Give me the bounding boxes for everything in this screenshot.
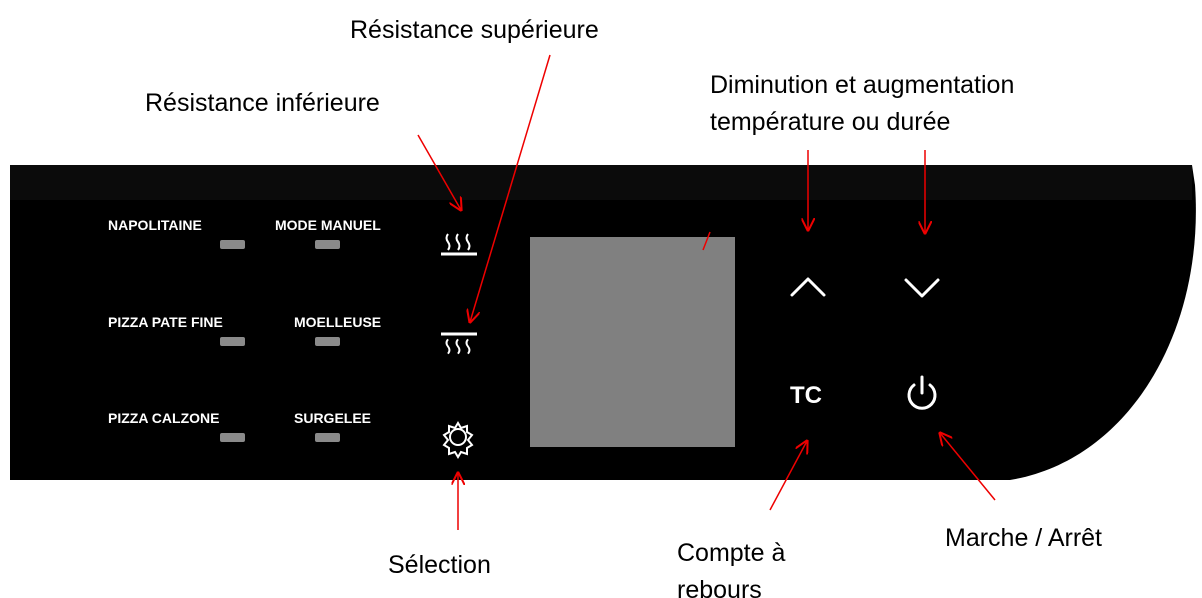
- mode-indicator: [220, 337, 245, 346]
- pointer-arrow: [769, 441, 807, 511]
- mode-indicator: [315, 240, 340, 249]
- upper-heater-icon[interactable]: [441, 332, 477, 355]
- top-strip: [10, 165, 1192, 200]
- display-screen: [530, 237, 735, 447]
- mode-grid: NAPOLITAINE MODE MANUEL PIZZA PATE FINE …: [108, 217, 381, 442]
- annotation: rebours: [677, 576, 762, 598]
- mode-label: MOELLEUSE: [294, 314, 381, 330]
- selection-icon[interactable]: [442, 421, 474, 459]
- mode-indicator: [220, 240, 245, 249]
- pointer-arrow: [940, 433, 996, 501]
- annotation: Diminution et augmentation: [710, 71, 1014, 99]
- mode-label: SURGELEE: [294, 410, 371, 426]
- mode-label: MODE MANUEL: [275, 217, 381, 233]
- annotation: Compte à: [677, 539, 785, 567]
- increase-button[interactable]: [790, 277, 826, 297]
- mode-indicator: [315, 337, 340, 346]
- decrease-button[interactable]: [904, 278, 940, 298]
- annotation: Résistance inférieure: [145, 89, 380, 117]
- annotation: température ou durée: [710, 108, 950, 136]
- power-button[interactable]: [907, 375, 937, 410]
- mode-label: NAPOLITAINE: [108, 217, 202, 233]
- pointer-arrow: [470, 54, 551, 322]
- mode-indicator: [220, 433, 245, 442]
- mode-label: PIZZA CALZONE: [108, 410, 219, 426]
- annotation: Marche / Arrêt: [945, 524, 1102, 552]
- pointer-arrow: [417, 134, 461, 210]
- lower-heater-icon[interactable]: [441, 233, 477, 256]
- annotation: Sélection: [388, 551, 491, 579]
- stray-mark: [702, 231, 711, 251]
- annotation: Résistance supérieure: [350, 16, 599, 44]
- mode-label: PIZZA PATE FINE: [108, 314, 223, 330]
- mode-indicator: [315, 433, 340, 442]
- timer-button[interactable]: TC: [790, 382, 822, 409]
